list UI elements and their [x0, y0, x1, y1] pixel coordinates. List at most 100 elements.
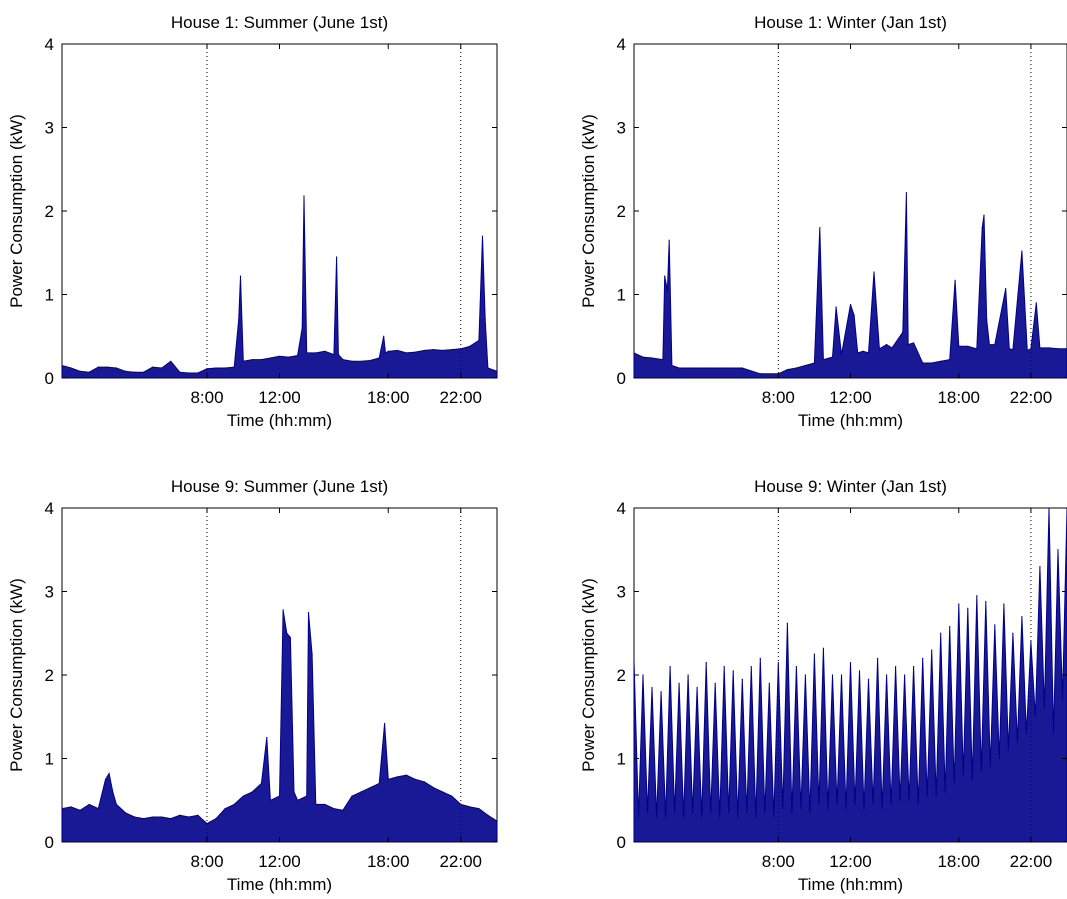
data-point: [287, 356, 290, 358]
data-point: [260, 782, 262, 785]
data-point: [307, 611, 310, 613]
data-point: [980, 770, 982, 772]
data-point: [484, 318, 486, 321]
data-point: [876, 657, 879, 659]
data-point: [333, 808, 335, 810]
data-point: [224, 808, 226, 810]
data-point: [369, 787, 371, 789]
data-point: [460, 803, 462, 806]
data-point: [660, 691, 662, 693]
data-point: [478, 339, 480, 342]
data-point: [238, 318, 240, 321]
data-point: [88, 803, 90, 806]
y-tick-label: 1: [617, 750, 626, 769]
data-point: [683, 816, 685, 818]
data-point: [840, 674, 843, 676]
data-point: [723, 666, 725, 668]
data-point: [917, 803, 919, 806]
data-point: [405, 774, 407, 776]
data-point: [637, 816, 640, 818]
data-point: [1016, 741, 1018, 743]
data-point: [1043, 707, 1046, 710]
data-point: [1052, 732, 1055, 735]
data-point: [849, 303, 852, 306]
data-point: [79, 370, 81, 372]
data-point: [161, 816, 163, 818]
data-point: [840, 354, 843, 356]
data-point: [378, 782, 380, 785]
data-point: [333, 354, 335, 356]
data-point: [1026, 349, 1028, 352]
data-point: [306, 795, 308, 797]
data-point: [819, 227, 821, 229]
data-point: [867, 352, 870, 354]
data-point: [79, 809, 81, 811]
data-point: [142, 371, 145, 373]
data-point: [432, 787, 435, 789]
data-point: [958, 603, 960, 605]
data-point: [215, 818, 217, 820]
data-point: [998, 757, 1000, 760]
data-point: [442, 349, 444, 352]
data-point: [885, 674, 888, 676]
data-point: [985, 600, 987, 603]
data-point: [831, 674, 834, 676]
data-point: [913, 666, 915, 668]
data-point: [469, 345, 471, 347]
data-point: [251, 359, 253, 361]
y-tick-label: 4: [45, 35, 54, 54]
data-point: [994, 624, 996, 626]
data-point: [885, 344, 888, 346]
data-point: [1061, 699, 1064, 701]
data-point: [922, 657, 924, 659]
x-tick-label: 12:00: [829, 852, 872, 871]
data-point: [786, 369, 788, 371]
data-point: [197, 372, 199, 374]
data-point: [1039, 565, 1041, 568]
data-point: [197, 814, 199, 816]
data-point: [70, 367, 72, 369]
data-point: [242, 360, 244, 362]
data-point: [179, 814, 181, 816]
data-point: [949, 359, 951, 361]
data-point: [678, 682, 680, 684]
data-point: [818, 803, 820, 806]
y-axis-label: Power Consumption (kW): [7, 114, 26, 308]
data-point: [988, 344, 991, 346]
data-point: [994, 344, 996, 346]
data-point: [768, 682, 770, 684]
data-point: [804, 674, 806, 676]
data-point: [905, 192, 908, 194]
data-point: [179, 371, 181, 373]
x-tick-label: 8:00: [190, 388, 223, 407]
data-point: [378, 357, 380, 359]
data-point: [902, 331, 904, 333]
y-axis-label: Power Consumption (kW): [579, 578, 598, 772]
data-point: [655, 816, 658, 818]
data-point: [1021, 250, 1023, 252]
x-tick-label: 18:00: [937, 852, 980, 871]
data-point: [384, 352, 387, 354]
series-1: [62, 195, 497, 378]
x-axis-label: Time (hh:mm): [798, 411, 903, 430]
data-point: [813, 362, 816, 364]
y-tick-label: 2: [617, 666, 626, 685]
data-point: [133, 816, 136, 818]
data-point: [70, 806, 72, 808]
data-point: [481, 235, 484, 237]
data-point: [1057, 348, 1059, 350]
data-point: [701, 816, 703, 818]
data-point: [432, 349, 435, 351]
data-point: [967, 607, 969, 609]
data-point: [423, 781, 426, 783]
data-point: [944, 791, 946, 793]
data-point: [496, 820, 497, 822]
data-point: [360, 360, 362, 362]
data-point: [301, 327, 303, 329]
data-point: [836, 803, 838, 806]
data-point: [662, 359, 664, 361]
data-point: [342, 809, 344, 811]
x-tick-label: 8:00: [762, 852, 795, 871]
x-tick-label: 22:00: [439, 852, 482, 871]
data-point: [913, 342, 915, 344]
